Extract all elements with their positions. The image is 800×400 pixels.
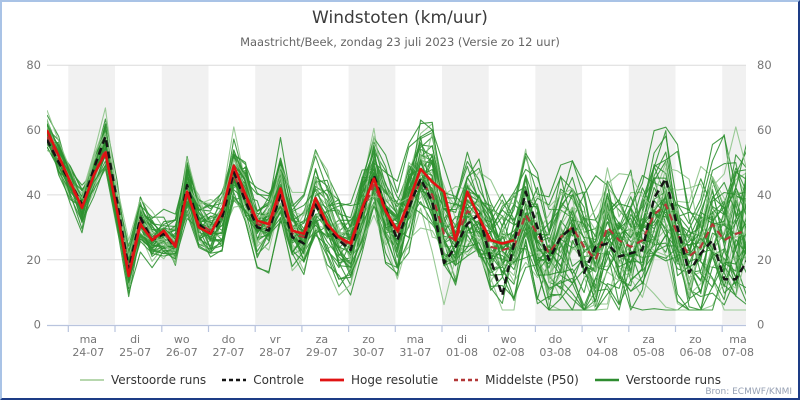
x-tick-label-day: ma xyxy=(407,333,424,346)
x-tick-label-date: 24-07 xyxy=(72,346,104,359)
x-tick-label-date: 26-07 xyxy=(166,346,198,359)
y-tick-label: 60 xyxy=(757,123,772,137)
x-tick-label-date: 30-07 xyxy=(353,346,385,359)
y-tick-label: 80 xyxy=(26,58,41,72)
y-tick-label: 20 xyxy=(757,253,772,267)
x-axis: ma24-07di25-07wo26-07do27-07vr28-07za29-… xyxy=(47,324,754,359)
x-tick-label-day: ma xyxy=(80,333,97,346)
chart-title: Windstoten (km/uur) xyxy=(312,8,488,28)
y-tick-label: 40 xyxy=(757,188,772,202)
y-axis-right-labels: 0 20 40 60 80 xyxy=(757,58,772,331)
x-tick-label-date: 28-07 xyxy=(259,346,291,359)
y-tick-label: 20 xyxy=(26,253,41,267)
legend-swatch xyxy=(454,378,479,382)
x-tick-label-date: 02-08 xyxy=(493,346,525,359)
y-tick-label: 0 xyxy=(34,318,41,332)
x-tick-label-date: 01-08 xyxy=(446,346,478,359)
x-tick-label-day: wo xyxy=(501,333,517,346)
x-tick-label-day: zo xyxy=(689,333,702,346)
y-tick-label: 40 xyxy=(26,188,41,202)
x-tick-label-date: 25-07 xyxy=(119,346,151,359)
hres-line xyxy=(47,129,515,278)
x-tick-label-day: vr xyxy=(270,333,282,346)
legend-item: Verstoorde runs xyxy=(594,373,721,387)
y-tick-label: 0 xyxy=(757,318,764,332)
x-tick-label-date: 29-07 xyxy=(306,346,338,359)
legend-item-label: Hoge resolutie xyxy=(350,373,439,387)
x-tick-label-date: 05-08 xyxy=(633,346,665,359)
x-tick-label-day: do xyxy=(549,333,563,346)
legend-swatch xyxy=(319,378,344,382)
x-tick-label-day: ma xyxy=(729,333,746,346)
legend-item-label: Verstoorde runs xyxy=(111,373,207,387)
legend-item-label: Controle xyxy=(253,373,304,387)
x-tick-label-date: 04-08 xyxy=(586,346,618,359)
x-tick-label-day: za xyxy=(316,333,329,346)
ensemble-member-line xyxy=(47,139,746,307)
legend-swatch xyxy=(594,378,619,382)
x-tick-label-day: za xyxy=(643,333,656,346)
legend-item: Hoge resolutie xyxy=(319,373,438,387)
x-tick-label-date: 31-07 xyxy=(399,346,431,359)
ensemble-member-line xyxy=(47,138,746,311)
x-tick-label-date: 07-08 xyxy=(722,346,754,359)
chart-canvas: 020406080020406080ma24-07di25-07wo26-07d… xyxy=(26,58,772,359)
y-tick-label: 80 xyxy=(757,58,772,72)
x-tick-label-date: 27-07 xyxy=(213,346,245,359)
hres-polyline xyxy=(47,129,515,278)
x-tick-label-day: zo xyxy=(362,333,375,346)
chart-subtitle: Maastricht/Beek, zondag 23 juli 2023 (Ve… xyxy=(240,35,560,49)
ensemble-member-line xyxy=(47,126,746,311)
legend-item-label: Middelste (P50) xyxy=(485,373,579,387)
y-axis-left-labels: 0 20 40 60 80 xyxy=(26,58,41,331)
x-tick-label-day: vr xyxy=(597,333,609,346)
ensemble-member-line xyxy=(47,131,746,292)
ensemble-member-line xyxy=(47,124,746,299)
control-polyline xyxy=(47,135,746,297)
p50-line xyxy=(47,135,746,271)
legend-item-label: Verstoorde runs xyxy=(625,373,721,387)
legend-item: Controle xyxy=(221,373,304,387)
x-tick-label-date: 03-08 xyxy=(539,346,571,359)
legend-item: Verstoorde runs xyxy=(79,373,206,387)
ensemble-member-line xyxy=(47,136,746,300)
attribution: Bron: ECMWF/KNMI xyxy=(705,387,792,397)
ensemble-member-line xyxy=(47,136,746,297)
x-tick-label-day: wo xyxy=(174,333,190,346)
x-tick-label-day: do xyxy=(222,333,236,346)
p50-polyline xyxy=(47,135,746,271)
x-tick-label-day: di xyxy=(130,333,140,346)
x-tick-label-day: di xyxy=(457,333,467,346)
x-tick-label-date: 06-08 xyxy=(680,346,712,359)
chart-legend: Verstoorde runs Controle Hoge resolutie Mid… xyxy=(2,373,798,387)
ensemble-member-line xyxy=(47,118,746,296)
legend-item: Middelste (P50) xyxy=(453,373,579,387)
legend-swatch xyxy=(80,379,105,381)
control-line xyxy=(47,135,746,297)
legend-swatch xyxy=(222,378,247,382)
ensemble-member-line xyxy=(47,123,746,311)
y-tick-label: 60 xyxy=(26,123,41,137)
